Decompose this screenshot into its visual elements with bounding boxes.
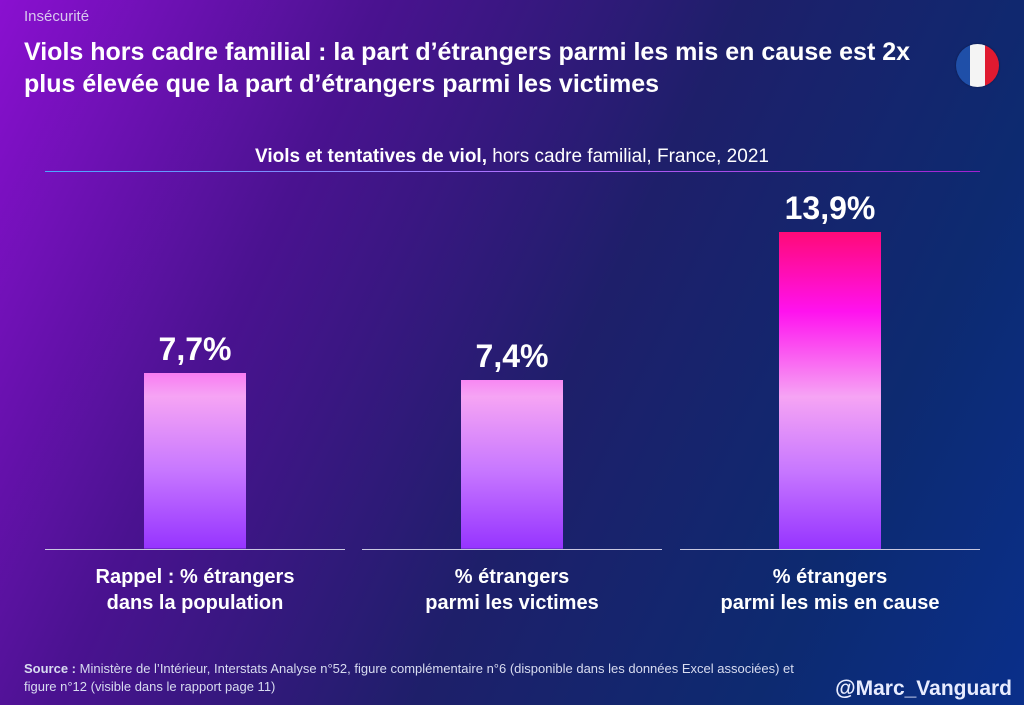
chart-title: Viols et tentatives de viol, hors cadre … [0,146,1024,168]
bar [144,373,246,549]
page-title: Viols hors cadre familial : la part d’ét… [24,38,911,98]
title-divider [45,171,980,172]
category-label: % étrangers parmi les victimes [425,566,599,614]
bar [461,380,563,549]
flag-red [984,44,999,87]
author-handle: @Marc_Vanguard [835,677,1012,700]
value-label: 13,9% [784,190,876,226]
category-label: Insécurité [24,8,90,25]
category-label: % étrangers parmi les mis en cause [720,566,940,614]
flag-blue [956,44,971,87]
value-label: 7,7% [158,331,232,368]
baseline [362,549,662,550]
chart-title-rest: hors cadre familial, France, 2021 [486,146,769,167]
bar [779,232,881,549]
flag-white [970,44,985,87]
france-flag-icon [956,44,999,87]
chart-title-bold: Viols et tentatives de viol, [255,146,487,167]
baseline [45,549,345,550]
source-text: Ministère de l’Intérieur, Interstats Ana… [24,661,794,694]
source-label: Source : [24,661,77,676]
value-label: 7,4% [475,338,549,375]
source-note: Source : Ministère de l’Intérieur, Inter… [24,660,824,696]
baseline [680,549,980,550]
category-label: Rappel : % étrangers dans la population [95,566,295,614]
